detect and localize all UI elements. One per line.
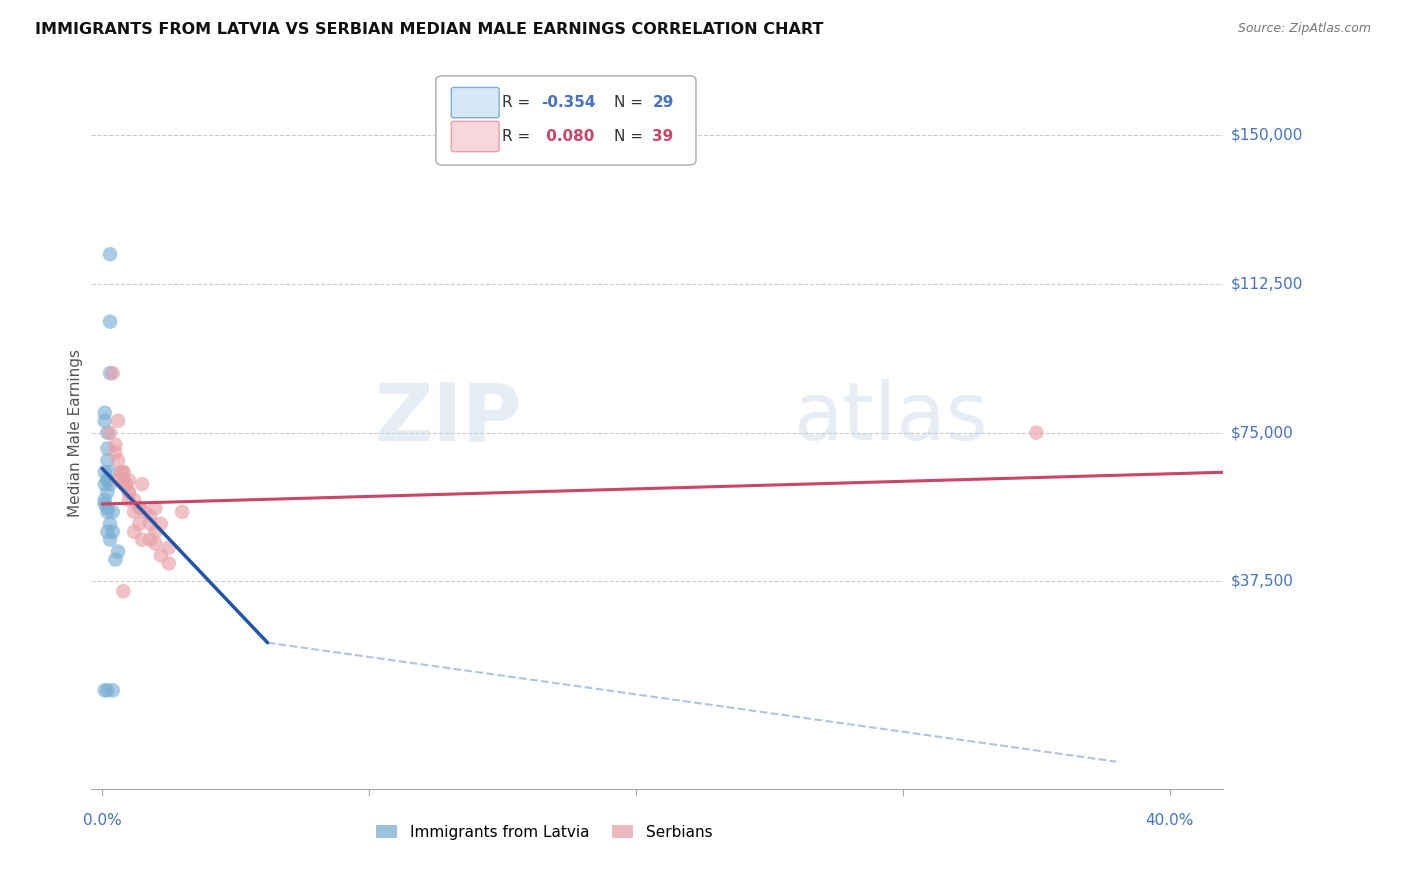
Point xyxy=(131,533,153,547)
Point xyxy=(145,524,167,539)
Point xyxy=(112,465,135,479)
Text: $112,500: $112,500 xyxy=(1232,277,1303,292)
Point xyxy=(96,473,118,487)
Text: 0.080: 0.080 xyxy=(541,129,595,144)
Point xyxy=(98,465,121,479)
Point xyxy=(98,477,121,491)
Point xyxy=(98,315,121,329)
Point xyxy=(122,505,145,519)
Point xyxy=(104,437,127,451)
Point xyxy=(172,505,194,519)
Point xyxy=(149,516,172,531)
Point xyxy=(110,465,132,479)
Point xyxy=(112,465,135,479)
Point xyxy=(96,683,118,698)
Point xyxy=(118,485,141,500)
Text: Source: ZipAtlas.com: Source: ZipAtlas.com xyxy=(1237,22,1371,36)
Point xyxy=(101,683,124,698)
Point xyxy=(96,442,118,456)
Point xyxy=(118,473,141,487)
Point xyxy=(93,414,115,428)
Point xyxy=(115,477,138,491)
Point xyxy=(96,453,118,467)
Point xyxy=(93,465,115,479)
Text: IMMIGRANTS FROM LATVIA VS SERBIAN MEDIAN MALE EARNINGS CORRELATION CHART: IMMIGRANTS FROM LATVIA VS SERBIAN MEDIAN… xyxy=(35,22,824,37)
Point xyxy=(93,683,115,698)
Point xyxy=(96,500,118,515)
Point xyxy=(96,485,118,500)
Point xyxy=(122,524,145,539)
Point xyxy=(98,533,121,547)
Point xyxy=(112,477,135,491)
Point xyxy=(118,493,141,508)
Point xyxy=(104,552,127,566)
Point xyxy=(93,493,115,508)
Text: R =: R = xyxy=(502,95,536,110)
Point xyxy=(112,473,135,487)
Point xyxy=(118,485,141,500)
Point xyxy=(128,500,150,515)
Point xyxy=(1025,425,1047,440)
Text: 0.0%: 0.0% xyxy=(83,814,121,828)
Text: N =: N = xyxy=(614,95,648,110)
Point xyxy=(93,406,115,420)
Point xyxy=(107,453,129,467)
Point xyxy=(157,541,180,555)
Point xyxy=(93,497,115,511)
Point xyxy=(96,524,118,539)
Point xyxy=(98,516,121,531)
Point xyxy=(112,584,135,599)
Text: -0.354: -0.354 xyxy=(541,95,596,110)
Point xyxy=(96,425,118,440)
Point xyxy=(96,473,118,487)
Point xyxy=(149,549,172,563)
Point xyxy=(145,500,167,515)
Text: ZIP: ZIP xyxy=(374,379,522,458)
Point xyxy=(98,247,121,261)
Point xyxy=(107,473,129,487)
Text: R =: R = xyxy=(502,129,536,144)
Point xyxy=(128,500,150,515)
Text: $150,000: $150,000 xyxy=(1232,128,1303,143)
Text: 39: 39 xyxy=(652,129,673,144)
Point xyxy=(98,425,121,440)
Text: $37,500: $37,500 xyxy=(1232,574,1294,589)
Text: 40.0%: 40.0% xyxy=(1146,814,1194,828)
Legend: Immigrants from Latvia, Serbians: Immigrants from Latvia, Serbians xyxy=(370,819,718,846)
Point xyxy=(93,477,115,491)
Point xyxy=(122,493,145,508)
Point xyxy=(139,533,162,547)
Text: $75,000: $75,000 xyxy=(1232,425,1294,440)
Point xyxy=(101,366,124,380)
Point xyxy=(98,366,121,380)
Text: N =: N = xyxy=(614,129,648,144)
Point xyxy=(134,505,156,519)
Point xyxy=(131,477,153,491)
Point xyxy=(101,524,124,539)
Point xyxy=(139,508,162,523)
Point xyxy=(96,505,118,519)
Point xyxy=(157,557,180,571)
Point xyxy=(101,505,124,519)
Point xyxy=(104,445,127,459)
Point xyxy=(107,414,129,428)
Y-axis label: Median Male Earnings: Median Male Earnings xyxy=(67,349,83,516)
Text: 29: 29 xyxy=(652,95,673,110)
Point xyxy=(128,516,150,531)
Point xyxy=(139,516,162,531)
Text: atlas: atlas xyxy=(793,379,987,458)
Point xyxy=(145,536,167,550)
Point xyxy=(107,544,129,558)
